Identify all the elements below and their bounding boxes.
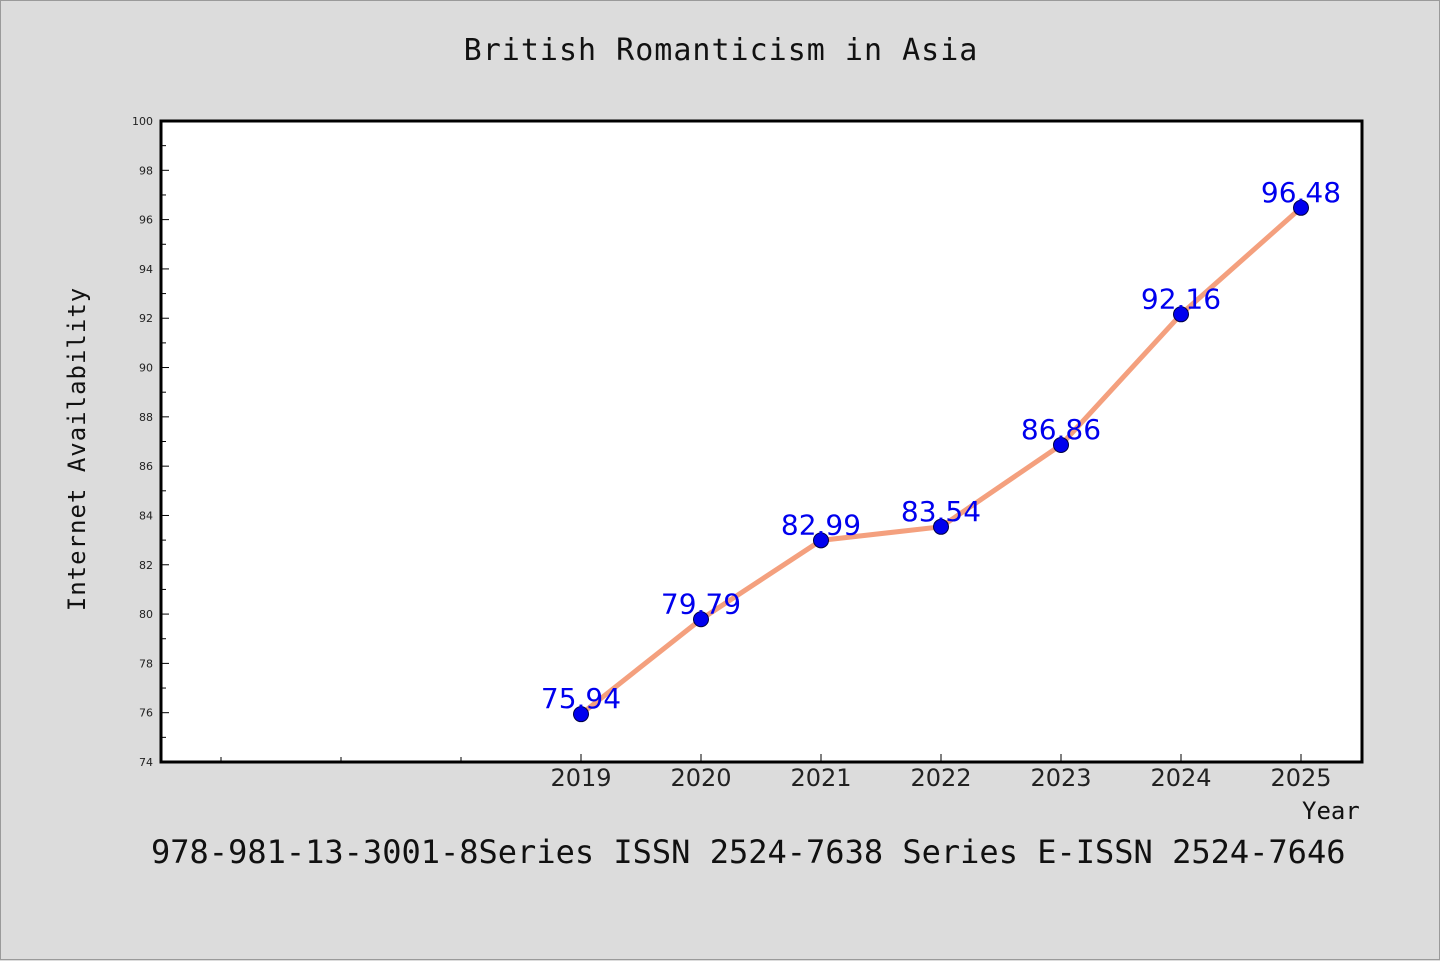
y-tick-label: 92 bbox=[139, 312, 153, 325]
y-tick-label: 78 bbox=[139, 657, 153, 670]
data-point bbox=[813, 532, 829, 549]
data-label: 86.86 bbox=[1021, 413, 1101, 446]
data-label: 96.48 bbox=[1261, 176, 1341, 209]
plot-area bbox=[161, 121, 1362, 762]
data-label: 79.79 bbox=[661, 587, 741, 620]
y-tick-label: 84 bbox=[139, 509, 153, 522]
y-tick-label: 96 bbox=[139, 214, 153, 227]
x-tick-label: 2019 bbox=[550, 764, 611, 792]
y-tick-label: 86 bbox=[139, 460, 153, 473]
x-tick-label: 2020 bbox=[670, 764, 731, 792]
x-tick-label: 2021 bbox=[790, 764, 851, 792]
y-tick-label: 90 bbox=[139, 362, 153, 375]
y-tick-label: 88 bbox=[139, 411, 153, 424]
data-label: 82.99 bbox=[781, 508, 861, 541]
x-tick-label: 2023 bbox=[1030, 764, 1091, 792]
data-point bbox=[933, 518, 949, 535]
x-tick-label: 2022 bbox=[910, 764, 971, 792]
x-tick-label: 2024 bbox=[1150, 764, 1211, 792]
y-tick-label: 74 bbox=[139, 756, 153, 769]
data-point bbox=[1173, 306, 1189, 323]
y-tick-label: 76 bbox=[139, 707, 153, 720]
y-tick-label: 82 bbox=[139, 559, 153, 572]
x-axis-label: Year bbox=[1302, 797, 1360, 825]
data-label: 92.16 bbox=[1141, 282, 1221, 315]
y-tick-label: 100 bbox=[132, 115, 153, 128]
y-tick-label: 94 bbox=[139, 263, 153, 276]
data-point bbox=[693, 611, 709, 628]
data-label: 83.54 bbox=[901, 495, 981, 528]
data-point bbox=[573, 706, 589, 723]
data-point bbox=[1053, 436, 1069, 453]
plot-frame bbox=[159, 119, 1364, 764]
chart-title: British Romanticism in Asia bbox=[463, 33, 979, 68]
y-tick-label: 98 bbox=[139, 164, 153, 177]
data-label: 75.94 bbox=[541, 682, 621, 715]
x-tick-label: 2025 bbox=[1270, 764, 1331, 792]
isbn-footer: 978-981-13-3001-8Series ISSN 2524-7638 S… bbox=[151, 833, 1346, 871]
y-tick-label: 80 bbox=[139, 608, 153, 621]
data-point bbox=[1293, 199, 1309, 216]
